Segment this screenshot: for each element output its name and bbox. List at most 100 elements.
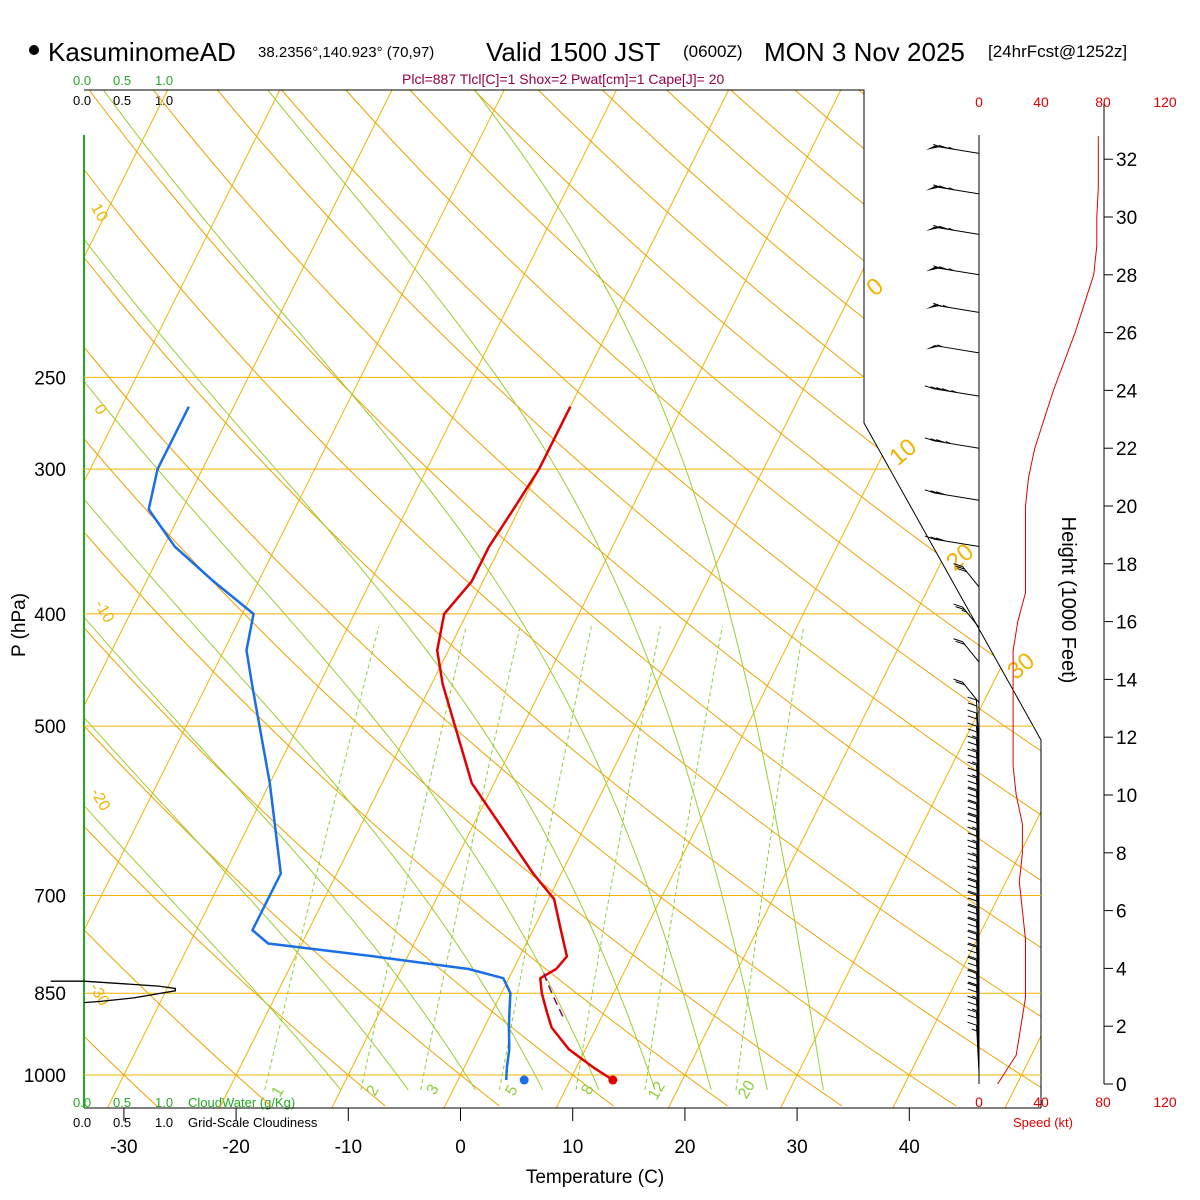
- valid-time: Valid 1500 JST: [486, 37, 661, 67]
- temperature-tick-label: 40: [899, 1137, 920, 1158]
- wind-barb-flag: [967, 988, 977, 993]
- wind-barb-flag: [967, 956, 977, 961]
- dry-adiabat: [730, 90, 1041, 1107]
- forecast-date: MON 3 Nov 2025: [764, 37, 965, 67]
- pressure-tick-label: 500: [34, 717, 66, 738]
- speed-tick-label: 40: [1033, 1094, 1049, 1110]
- wind-barb-pennant: [925, 226, 940, 231]
- wind-barb-flag: [967, 780, 977, 785]
- height-tick-label: 16: [1116, 613, 1137, 634]
- cloud-scale-top: 0.0 0.5 1.0 0.0 0.5 1.0: [73, 73, 173, 108]
- moist-adiabat: [84, 90, 409, 1091]
- pressure-tick-label: 250: [34, 368, 66, 389]
- height-tick-label: 26: [1116, 324, 1137, 345]
- cloudiness-profile: [50, 980, 176, 1004]
- speed-tick-label: 120: [1153, 94, 1177, 110]
- wind-barb-staff: [933, 440, 980, 449]
- temperature-tick-label: -10: [335, 1137, 362, 1158]
- wind-barb-flag: [967, 904, 977, 909]
- isotherm-line: [84, 90, 505, 1076]
- wind-barb-flag: [967, 858, 977, 863]
- wind-barb-staff: [962, 681, 980, 703]
- speed-tick-label: 0: [975, 1094, 983, 1110]
- wind-barb-half-flag: [971, 774, 978, 778]
- wind-barb-flag: [930, 490, 940, 495]
- sounding-traces: [147, 406, 618, 1085]
- height-tick-label: 0: [1116, 1075, 1127, 1096]
- cloudwater-label: CloudWater (g/Kg): [188, 1095, 295, 1110]
- moist-adiabat: [84, 90, 342, 1091]
- isotherm-line: [460, 90, 954, 1076]
- isotherm-label: 0: [861, 273, 889, 302]
- wind-barb-flag: [967, 696, 977, 701]
- dry-adiabat: [84, 90, 614, 1107]
- wind-barb-staff: [933, 538, 980, 547]
- isotherm-line: [331, 1074, 349, 1108]
- wind-barb-flag: [967, 800, 977, 805]
- mixing-ratio-line: [644, 626, 723, 1090]
- wind-barb-flag: [967, 995, 977, 1000]
- dry-adiabat: [858, 90, 1041, 1107]
- wind-barb-flag: [967, 761, 977, 766]
- isotherm-label: 30: [1002, 647, 1040, 685]
- wind-barb-half-flag: [971, 748, 978, 752]
- wind-barb-flag: [930, 386, 940, 391]
- speed-axis-title: Speed (kt): [1013, 1115, 1073, 1130]
- cloudiness-tick: 1.0: [155, 1115, 173, 1130]
- cloud-scale-bottom: 0.0 0.5 1.0 CloudWater (g/Kg) 0.0 0.5 1.…: [73, 1095, 318, 1130]
- isotherm-line: [572, 90, 1041, 1076]
- utc-time: (0600Z): [683, 42, 743, 61]
- parcel-trace: [542, 971, 564, 1017]
- speed-tick-label: 0: [975, 94, 983, 110]
- wind-barb-flag: [936, 537, 946, 542]
- wind-barb-flag: [967, 975, 977, 980]
- temperature-tick-label: 0: [455, 1137, 466, 1158]
- dry-adiabat: [84, 90, 729, 1107]
- wind-barb-flag: [967, 819, 977, 824]
- plot-frame: [83, 89, 1042, 1109]
- dry-adiabat: [84, 90, 386, 1107]
- isotherm-line: [219, 1074, 237, 1108]
- wind-barb-half-flag: [948, 146, 954, 150]
- isotherm-label: -10: [91, 597, 117, 626]
- wind-barb-flag: [967, 962, 977, 967]
- wind-barb-flag: [936, 439, 946, 444]
- wind-barb-flag: [967, 845, 977, 850]
- wind-barb-flag: [933, 302, 943, 307]
- height-tick-label: 4: [1116, 959, 1127, 980]
- height-tick-label: 30: [1116, 208, 1137, 229]
- cloudiness-label: Grid-Scale Cloudiness: [188, 1115, 318, 1130]
- station-name: KasuminomeAD: [48, 37, 236, 67]
- moist-adiabat: [99, 90, 712, 1091]
- isotherm-line: [667, 1074, 686, 1108]
- wind-barb-pennant: [925, 186, 940, 191]
- surface-temperature-marker: [608, 1075, 618, 1085]
- height-tick-label: 12: [1116, 728, 1137, 749]
- wind-barb-flag: [967, 774, 977, 779]
- wind-barb-half-flag: [971, 761, 978, 765]
- dry-adiabat: [602, 90, 1041, 1107]
- wind-barb-flag: [967, 806, 977, 811]
- dewpoint-trace: [147, 406, 512, 1081]
- wind-barb-flag: [933, 265, 943, 270]
- wind-barb-flag: [955, 565, 965, 570]
- wind-barb-flag: [933, 184, 943, 189]
- isotherm-line: [908, 90, 1041, 1076]
- wind-barb-flag: [936, 491, 946, 496]
- wind-barb-flag: [953, 678, 963, 683]
- background-grid: [84, 90, 1041, 1108]
- isotherm-line: [780, 1074, 798, 1108]
- wind-barb-flag: [938, 225, 949, 230]
- pressure-tick-label: 850: [34, 984, 66, 1005]
- mixing-ratio-line: [575, 626, 661, 1090]
- wind-barb-flag: [967, 812, 978, 817]
- moist-adiabat: [84, 90, 476, 1091]
- dry-adiabat: [281, 90, 1041, 1107]
- wind-barb-flag: [967, 942, 978, 947]
- wind-barb-flag: [967, 722, 977, 727]
- pressure-tick-label: 400: [34, 605, 66, 626]
- cloudiness-tick: 0.0: [73, 1115, 91, 1130]
- wind-barb-flag: [967, 748, 977, 753]
- wind-barb-half-flag: [948, 227, 954, 231]
- wind-barb-flag: [967, 910, 977, 915]
